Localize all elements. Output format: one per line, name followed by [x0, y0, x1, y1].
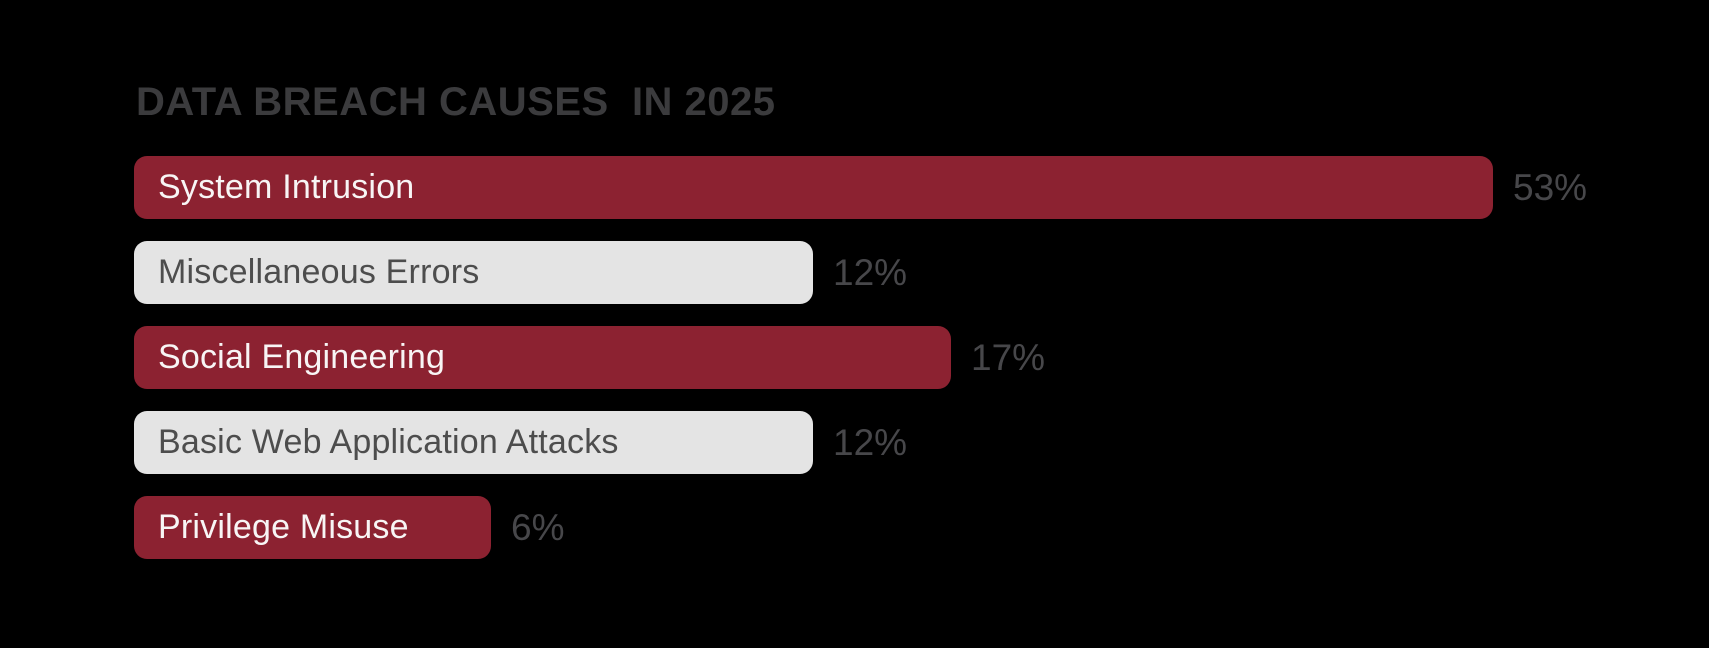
bar-chart: System Intrusion 53% Miscellaneous Error… [134, 156, 1587, 581]
bar-row: Miscellaneous Errors 12% [134, 241, 1587, 304]
bar-row: Privilege Misuse 6% [134, 496, 1587, 559]
value-label: 12% [833, 421, 908, 463]
bar-row: Social Engineering 17% [134, 326, 1587, 389]
value-label: 6% [511, 506, 565, 548]
bar-label: Privilege Misuse [158, 508, 409, 546]
bar: Basic Web Application Attacks [134, 411, 813, 474]
chart-title: DATA BREACH CAUSES IN 2025 [136, 80, 776, 124]
bar-label: System Intrusion [158, 168, 415, 206]
value-label: 12% [833, 251, 908, 293]
bar-row: Basic Web Application Attacks 12% [134, 411, 1587, 474]
value-label: 53% [1513, 166, 1588, 208]
bar-label: Miscellaneous Errors [158, 253, 480, 291]
bar: Miscellaneous Errors [134, 241, 813, 304]
bar-label: Social Engineering [158, 338, 446, 376]
value-label: 17% [971, 336, 1046, 378]
bar-row: System Intrusion 53% [134, 156, 1587, 219]
bar-label: Basic Web Application Attacks [158, 423, 619, 461]
bar: Privilege Misuse [134, 496, 491, 559]
bar: Social Engineering [134, 326, 951, 389]
bar: System Intrusion [134, 156, 1493, 219]
